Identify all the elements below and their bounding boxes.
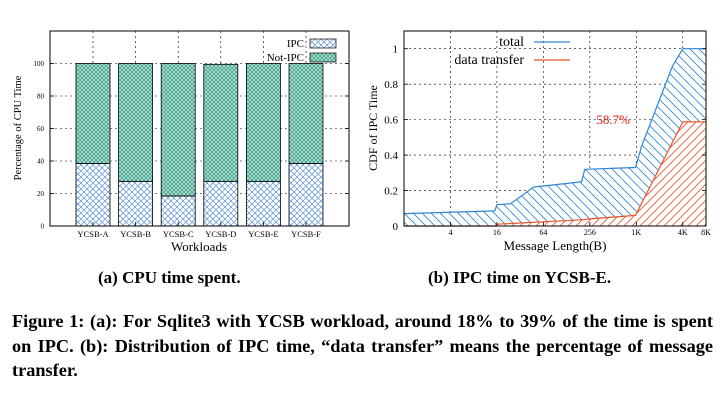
x-tick-label: YCSB-F xyxy=(291,229,321,239)
series-total-line xyxy=(403,48,706,215)
bar-ipc xyxy=(160,195,196,227)
bar-ipc xyxy=(75,163,111,227)
legend-swatch-ipc xyxy=(309,38,337,49)
y-tick-label: 100 xyxy=(34,60,45,68)
subcaption-b: (b) IPC time on YCSB-E. xyxy=(428,268,612,287)
legend: IPC Not-IPC xyxy=(267,38,337,64)
bar-not-ipc xyxy=(203,63,239,182)
bar-ipc xyxy=(203,180,239,227)
subcaption-a: (a) CPU time spent. xyxy=(98,268,241,287)
axes: 4 16 64 256 1K 4K 8K 0 0.2 0.4 0.6 0.8 1 xyxy=(384,44,711,237)
y-tick-label: 0.2 xyxy=(384,186,398,198)
x-tick-label: YCSB-B xyxy=(120,229,151,239)
bars xyxy=(75,63,324,227)
y-tick-label: 0.6 xyxy=(384,115,398,127)
y-tick-label: 60 xyxy=(37,125,45,133)
y-tick-label: 1 xyxy=(393,44,399,56)
y-axis-label: CDF of IPC Time xyxy=(366,85,380,171)
x-axis-label: Message Length(B) xyxy=(504,238,607,253)
legend-swatch-not-ipc xyxy=(309,52,337,63)
series-data-transfer-area xyxy=(404,121,706,226)
x-tick-label: 8K xyxy=(701,228,711,237)
legend-label-not-ipc: Not-IPC xyxy=(267,52,304,64)
x-tick-label: YCSB-E xyxy=(248,229,278,239)
y-tick-label: 0.8 xyxy=(384,79,398,91)
y-tick-label: 20 xyxy=(37,190,45,198)
bar-ipc xyxy=(118,180,153,227)
y-tick-label: 0 xyxy=(393,221,399,233)
legend: total data transfer xyxy=(454,35,570,68)
bar-not-ipc xyxy=(245,63,281,182)
bar-not-ipc xyxy=(160,63,196,197)
x-tick-label: YCSB-D xyxy=(205,229,236,239)
x-tick-label: 16 xyxy=(493,228,501,237)
bar-not-ipc xyxy=(288,63,324,164)
x-tick-label: 256 xyxy=(584,228,596,237)
legend-label-data-transfer: data transfer xyxy=(454,53,524,68)
bar-not-ipc xyxy=(75,63,111,164)
y-tick-label: 0 xyxy=(41,223,45,231)
series-total-area xyxy=(404,48,706,227)
figure-caption: Figure 1: (a): For Sqlite3 with YCSB wor… xyxy=(12,311,713,380)
x-tick-label: 4 xyxy=(448,228,452,237)
cpu-time-chart: 0 20 40 60 80 100 YCSB-A YCSB-B YCSB-C YCSB-D YCSB… xyxy=(13,30,350,254)
annotation-58-7: 58.7% xyxy=(596,112,630,127)
axes: 0 20 40 60 80 100 YCSB-A YCSB-B YCSB-C YCSB-D YCSB… xyxy=(34,60,349,239)
x-tick-label: 4K xyxy=(678,228,688,237)
x-tick-label: 1K xyxy=(631,228,641,237)
y-tick-label: 80 xyxy=(37,93,45,101)
bar-not-ipc xyxy=(118,63,153,182)
x-axis-label: Workloads xyxy=(171,239,227,254)
bar-ipc xyxy=(288,163,324,227)
legend-label-total: total xyxy=(499,35,524,50)
y-tick-label: 40 xyxy=(37,158,45,166)
x-tick-label: 64 xyxy=(539,228,547,237)
bar-ipc xyxy=(245,180,281,227)
x-tick-label: YCSB-C xyxy=(163,229,194,239)
legend-label-ipc: IPC xyxy=(287,38,304,50)
y-axis-label: Percentage of CPU Time xyxy=(13,75,24,180)
ipc-cdf-chart: 4 16 64 256 1K 4K 8K 0 0.2 0.4 0.6 0.8 1 58.7% total… xyxy=(366,30,711,253)
plot-frame xyxy=(403,30,707,227)
y-tick-label: 0.4 xyxy=(384,150,398,162)
x-tick-label: YCSB-A xyxy=(77,229,109,239)
